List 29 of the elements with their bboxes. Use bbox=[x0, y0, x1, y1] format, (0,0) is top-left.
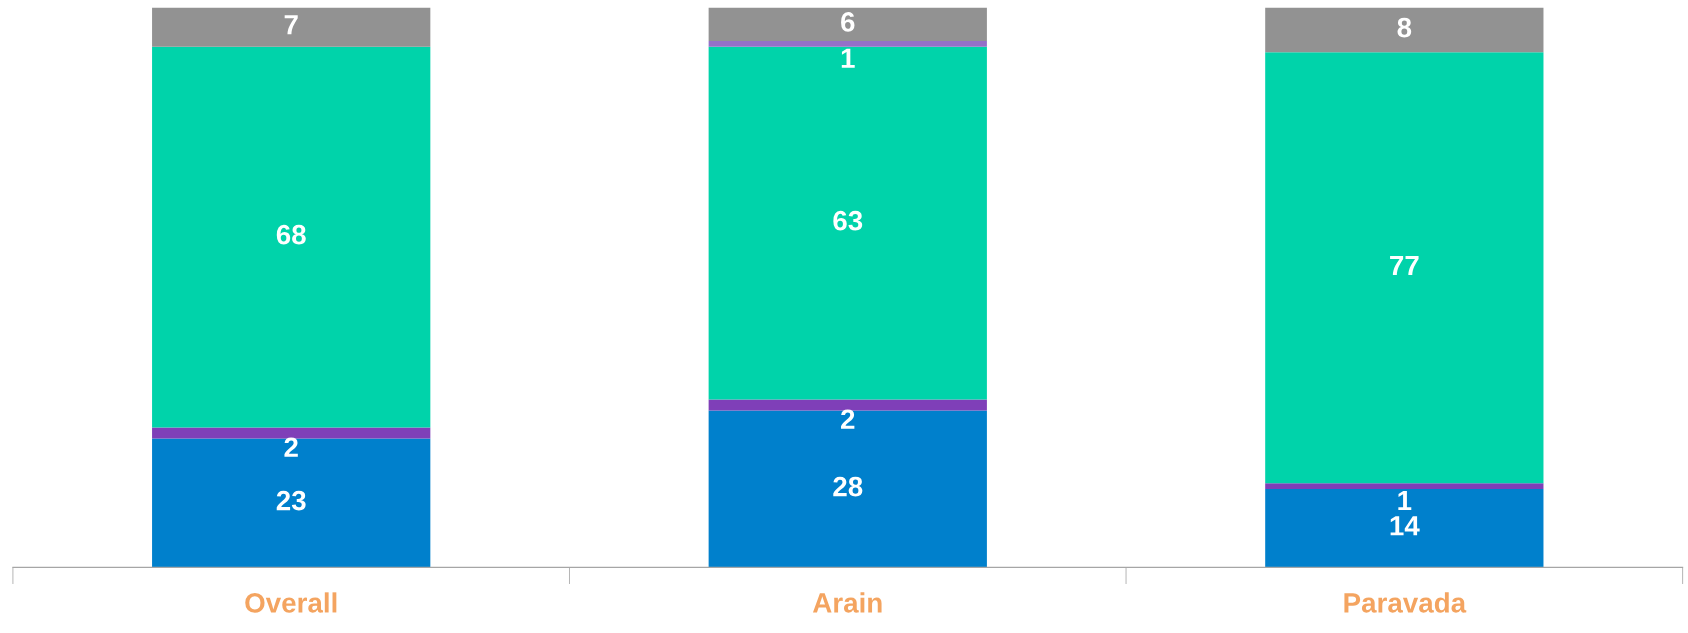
data-label: 28 bbox=[833, 476, 863, 497]
bar bbox=[708, 46, 987, 400]
data-label: 14 bbox=[1390, 516, 1420, 536]
bar bbox=[708, 41, 987, 47]
bar bbox=[1265, 52, 1544, 484]
data-label: 77 bbox=[1390, 255, 1419, 276]
data-label: 1 bbox=[841, 48, 855, 68]
x-tick-label: Overall bbox=[245, 592, 337, 613]
data-label: 23 bbox=[276, 490, 306, 511]
data-label: 63 bbox=[833, 210, 863, 231]
bar bbox=[708, 410, 987, 568]
data-label: 1 bbox=[1398, 490, 1412, 511]
data-label: 68 bbox=[276, 224, 306, 245]
data-label: 6 bbox=[841, 12, 855, 32]
data-label: 2 bbox=[284, 437, 298, 457]
data-label: 7 bbox=[284, 15, 298, 35]
data-label: 8 bbox=[1397, 17, 1412, 38]
bar bbox=[1265, 483, 1544, 489]
x-tick-label: Paravada bbox=[1344, 592, 1467, 613]
bar bbox=[1265, 488, 1544, 568]
bar bbox=[1265, 7, 1544, 53]
bar bbox=[152, 427, 431, 439]
bar bbox=[152, 7, 431, 47]
data-label: 2 bbox=[841, 409, 855, 429]
bar bbox=[708, 399, 987, 411]
bar bbox=[708, 7, 987, 42]
x-tick-label: Arain bbox=[812, 592, 882, 613]
bar bbox=[152, 46, 431, 428]
bar bbox=[152, 438, 431, 568]
